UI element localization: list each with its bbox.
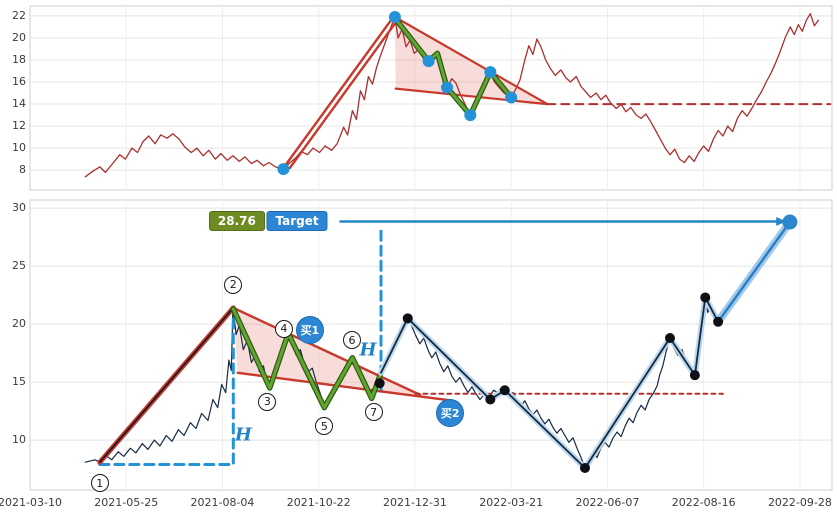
top-plot-area[interactable]	[29, 5, 833, 191]
swing-dot-black	[485, 394, 496, 405]
pennant-upper-line	[393, 15, 549, 106]
pennant-zigzag	[231, 307, 383, 410]
flagpole-core	[99, 307, 235, 464]
swing-dot-blue	[388, 11, 401, 24]
swing-dot-black	[713, 316, 724, 327]
swing-dot-blue	[422, 55, 435, 68]
pennant-upper-line	[232, 306, 422, 397]
flagpole-line-a	[282, 16, 394, 170]
swing-dot-black	[499, 385, 510, 396]
swing-dot-black	[374, 378, 385, 389]
swing-dot-black	[579, 462, 590, 473]
swing-dot-blue	[464, 109, 477, 122]
swing-dot-black	[700, 292, 711, 303]
flagpole-line-b	[288, 16, 401, 170]
swing-dot-blue	[484, 66, 497, 79]
target-dot	[782, 214, 798, 230]
swing-dot-black	[664, 333, 675, 344]
swing-dot-black	[689, 370, 700, 381]
pennant-lower-line	[394, 87, 549, 106]
target-rally-line	[716, 220, 792, 323]
target-arrow-arrowhead-icon	[776, 217, 787, 226]
swing-dot-blue	[441, 81, 454, 94]
swing-dot-blue	[277, 163, 290, 176]
swing-dot-black	[402, 313, 413, 324]
swing-dot-blue	[505, 91, 518, 104]
measure-dashed-1	[98, 307, 235, 466]
